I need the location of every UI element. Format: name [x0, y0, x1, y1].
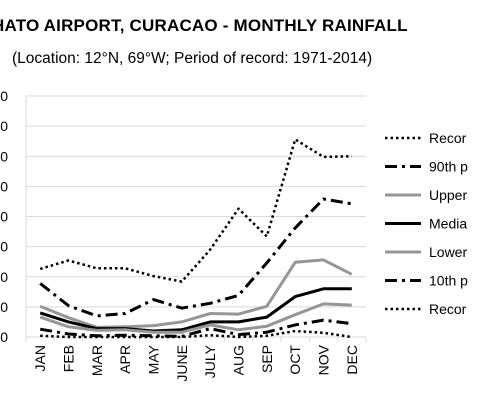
- series-line-1: [39, 197, 353, 318]
- legend-label: Recor: [429, 130, 467, 146]
- series-line-6: [40, 329, 352, 339]
- legend: Recor 90th p Upper Media Lower 10th p Recor: [385, 130, 468, 317]
- x-tick-label: MAR: [89, 345, 105, 376]
- legend-label: Upper: [429, 187, 467, 203]
- x-tick-labels: JAN FEB MAR APR MAY JUNE JULY AUG SEP OCT NOV DEC: [32, 344, 360, 381]
- y-tick-label: 0: [0, 329, 8, 345]
- x-tick-label: MAY: [146, 344, 162, 374]
- y-tick-label: 0: [0, 88, 8, 104]
- y-tick-label: 0: [0, 118, 8, 134]
- axes: [25, 96, 367, 342]
- x-tick-label: SEP: [259, 345, 275, 373]
- x-tick-label: OCT: [287, 345, 303, 375]
- y-tick-label: 0: [0, 239, 8, 255]
- legend-label: Lower: [429, 244, 467, 260]
- x-tick-label: JAN: [32, 345, 48, 371]
- series-lines: [39, 138, 353, 339]
- series-line-2: [39, 258, 353, 329]
- gridlines: [26, 95, 366, 308]
- x-tick-label: APR: [117, 345, 133, 374]
- series-line-5: [39, 318, 352, 338]
- x-tick-label: JUNE: [174, 345, 190, 382]
- x-tick-label: DEC: [344, 345, 360, 375]
- y-tick-label: 0: [0, 209, 8, 225]
- chart-title: HATO AIRPORT, CURACAO - MONTHLY RAINFALL: [0, 16, 408, 35]
- y-tick-label: 0: [0, 299, 8, 315]
- chart-subtitle: (Location: 12°N, 69°W; Period of record:…: [12, 50, 373, 67]
- y-tick-label: 0: [0, 148, 8, 164]
- legend-label: 10th p: [429, 273, 468, 289]
- legend-label: Media: [429, 216, 467, 232]
- x-tick-label: JULY: [202, 344, 218, 378]
- series-line-3: [39, 287, 352, 333]
- x-tick-label: FEB: [61, 345, 77, 372]
- x-tick-label: AUG: [231, 345, 247, 375]
- series-line-4: [39, 302, 352, 334]
- x-tick-label: NOV: [316, 344, 332, 375]
- y-tick-label: 0: [0, 178, 8, 194]
- series-line-0: [39, 138, 352, 283]
- y-tick-labels: 0 0 0 0 0 0 0 0 0: [0, 88, 8, 345]
- legend-label: Recor: [429, 301, 467, 317]
- y-tick-label: 0: [0, 269, 8, 285]
- legend-label: 90th p: [429, 159, 468, 175]
